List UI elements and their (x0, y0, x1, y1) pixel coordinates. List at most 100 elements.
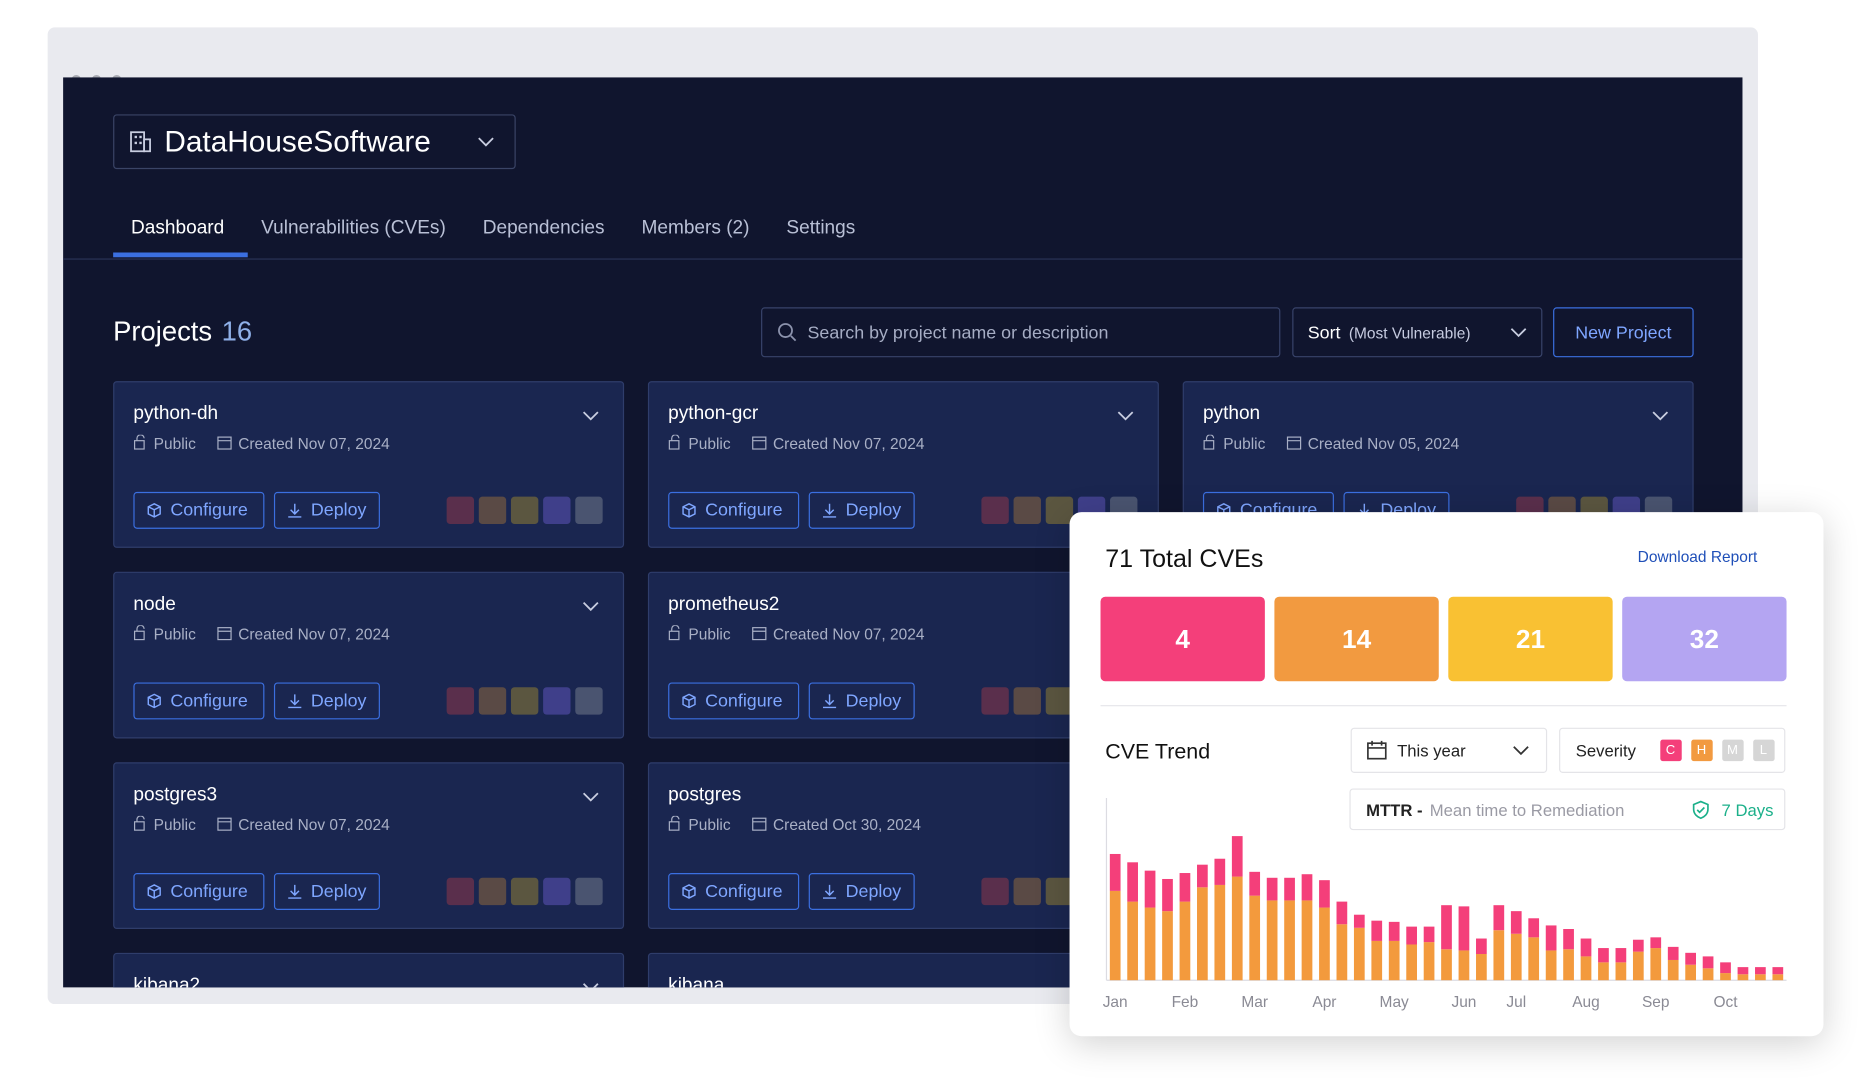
severity-toggle[interactable]: M (1721, 739, 1744, 762)
tab[interactable]: Vulnerabilities (CVEs) (261, 217, 446, 239)
configure-button[interactable]: Configure (668, 682, 800, 720)
icon (147, 693, 161, 709)
search-box[interactable]: Search by project name or description (761, 307, 1281, 358)
icon (668, 815, 680, 831)
tab[interactable]: Members (2) (641, 217, 750, 239)
severity-toggle[interactable]: L (1752, 739, 1775, 762)
bar-segment (1580, 938, 1592, 957)
expand-toggle[interactable] (582, 787, 599, 808)
deploy-button[interactable]: Deploy (273, 682, 380, 720)
button-label: Configure (170, 500, 248, 521)
button-label: Configure (705, 500, 783, 521)
bar-segment (1179, 873, 1191, 902)
bar-segment (1127, 862, 1138, 902)
project-card[interactable]: python-dh Public Created Nov 07, 2024 Confi… (113, 381, 625, 548)
configure-button[interactable]: Configure (668, 491, 800, 529)
bar-segment (1406, 944, 1417, 981)
bar-segment (1301, 900, 1313, 981)
visibility-text: Public (153, 625, 196, 644)
configure-button[interactable]: Configure (133, 873, 265, 910)
icon (133, 815, 145, 831)
deploy-button[interactable]: Deploy (273, 873, 380, 910)
bar-segment (1510, 911, 1522, 934)
project-visibility: Public (133, 624, 196, 644)
visibility-text: Public (688, 815, 731, 834)
expand-toggle[interactable] (582, 597, 599, 618)
bar-segment (1563, 929, 1574, 950)
icon (823, 884, 837, 899)
tab[interactable]: Dashboard (131, 217, 225, 239)
deploy-button[interactable]: Deploy (808, 491, 915, 529)
bar-segment (1772, 974, 1784, 981)
period-dropdown[interactable]: This year (1350, 727, 1548, 773)
bar-segment (1441, 949, 1452, 981)
bar-segment (1458, 950, 1470, 981)
bar-segment (1336, 901, 1348, 925)
deploy-button[interactable]: Deploy (808, 873, 915, 910)
created-text: Created Nov 07, 2024 (238, 815, 390, 834)
tab[interactable]: Dependencies (482, 217, 605, 239)
bar-segment (1476, 938, 1487, 955)
project-card[interactable]: kibana2ConfigureDeploy (113, 952, 625, 988)
deploy-button[interactable]: Deploy (808, 682, 915, 720)
project-card[interactable]: python-gcr Public Created Nov 07, 2024 Conf… (647, 381, 1159, 548)
new-project-button[interactable]: New Project (1553, 307, 1694, 358)
expand-toggle[interactable] (1652, 406, 1669, 427)
project-created: Created Oct 30, 2024 (752, 816, 921, 834)
sort-label: Sort (1307, 322, 1341, 343)
download-report[interactable]: Download Report (1637, 547, 1758, 566)
project-name: prometheus2 (668, 594, 780, 615)
project-card[interactable]: postgres3 Public Created Nov 07, 2024 Confi… (113, 762, 625, 930)
bar-segment (1144, 907, 1156, 981)
configure-button[interactable]: Configure (133, 491, 265, 529)
severity-toggle[interactable]: H (1690, 739, 1713, 762)
bar-segment (1737, 967, 1749, 975)
project-created: Created Nov 07, 2024 (752, 625, 924, 643)
org-name: DataHouseSoftware (164, 124, 431, 158)
severity-swatch (575, 687, 603, 715)
bar-segment (1406, 926, 1417, 945)
visibility-text: Public (153, 815, 196, 834)
bar-segment (1476, 954, 1487, 981)
severity-swatch (478, 877, 507, 906)
sort-dropdown[interactable]: Sort (Most Vulnerable) (1292, 307, 1543, 358)
deploy-button[interactable]: Deploy (273, 491, 380, 529)
expand-toggle[interactable] (582, 406, 599, 427)
bar-segment (1650, 948, 1662, 981)
calendar-icon (1367, 740, 1387, 760)
x-tick-label: Feb (1172, 994, 1199, 1011)
bar-segment (1109, 890, 1121, 981)
project-visibility: Public (1203, 434, 1265, 453)
x-tick-label: Aug (1572, 994, 1600, 1011)
bar-segment (1650, 937, 1662, 949)
chevron (1513, 746, 1529, 756)
configure-button[interactable]: Configure (133, 682, 265, 720)
project-name: kibana (668, 975, 725, 988)
severity-toggle[interactable]: C (1659, 739, 1682, 762)
severity-swatch (981, 687, 1009, 715)
chevron (582, 983, 599, 988)
icon (1203, 434, 1215, 450)
bar-segment (1632, 951, 1644, 981)
bar-segment (1772, 967, 1784, 975)
icon (217, 436, 232, 450)
bar-segment (1319, 880, 1330, 908)
expand-toggle[interactable] (1117, 406, 1134, 427)
bar-segment (1179, 901, 1191, 981)
expand-toggle[interactable] (582, 978, 599, 988)
bar-segment (1667, 946, 1679, 960)
chevron (582, 411, 599, 421)
project-card[interactable]: node Public Created Nov 07, 2024 Configure D… (113, 571, 625, 739)
project-name: kibana2 (133, 975, 201, 988)
cve-total-label: Total CVEs (1139, 545, 1264, 573)
bar-segment (1266, 877, 1278, 901)
configure-button[interactable]: Configure (668, 873, 800, 910)
button-label: Deploy (845, 690, 902, 712)
icon (682, 503, 696, 518)
tab[interactable]: Settings (786, 217, 856, 239)
bar-segment (1371, 940, 1383, 981)
project-card[interactable]: python Public Created Nov 05, 2024 Configur… (1182, 381, 1694, 548)
icon (668, 624, 680, 641)
org-selector[interactable]: DataHouseSoftware (113, 114, 516, 170)
button-label: Configure (170, 881, 248, 902)
